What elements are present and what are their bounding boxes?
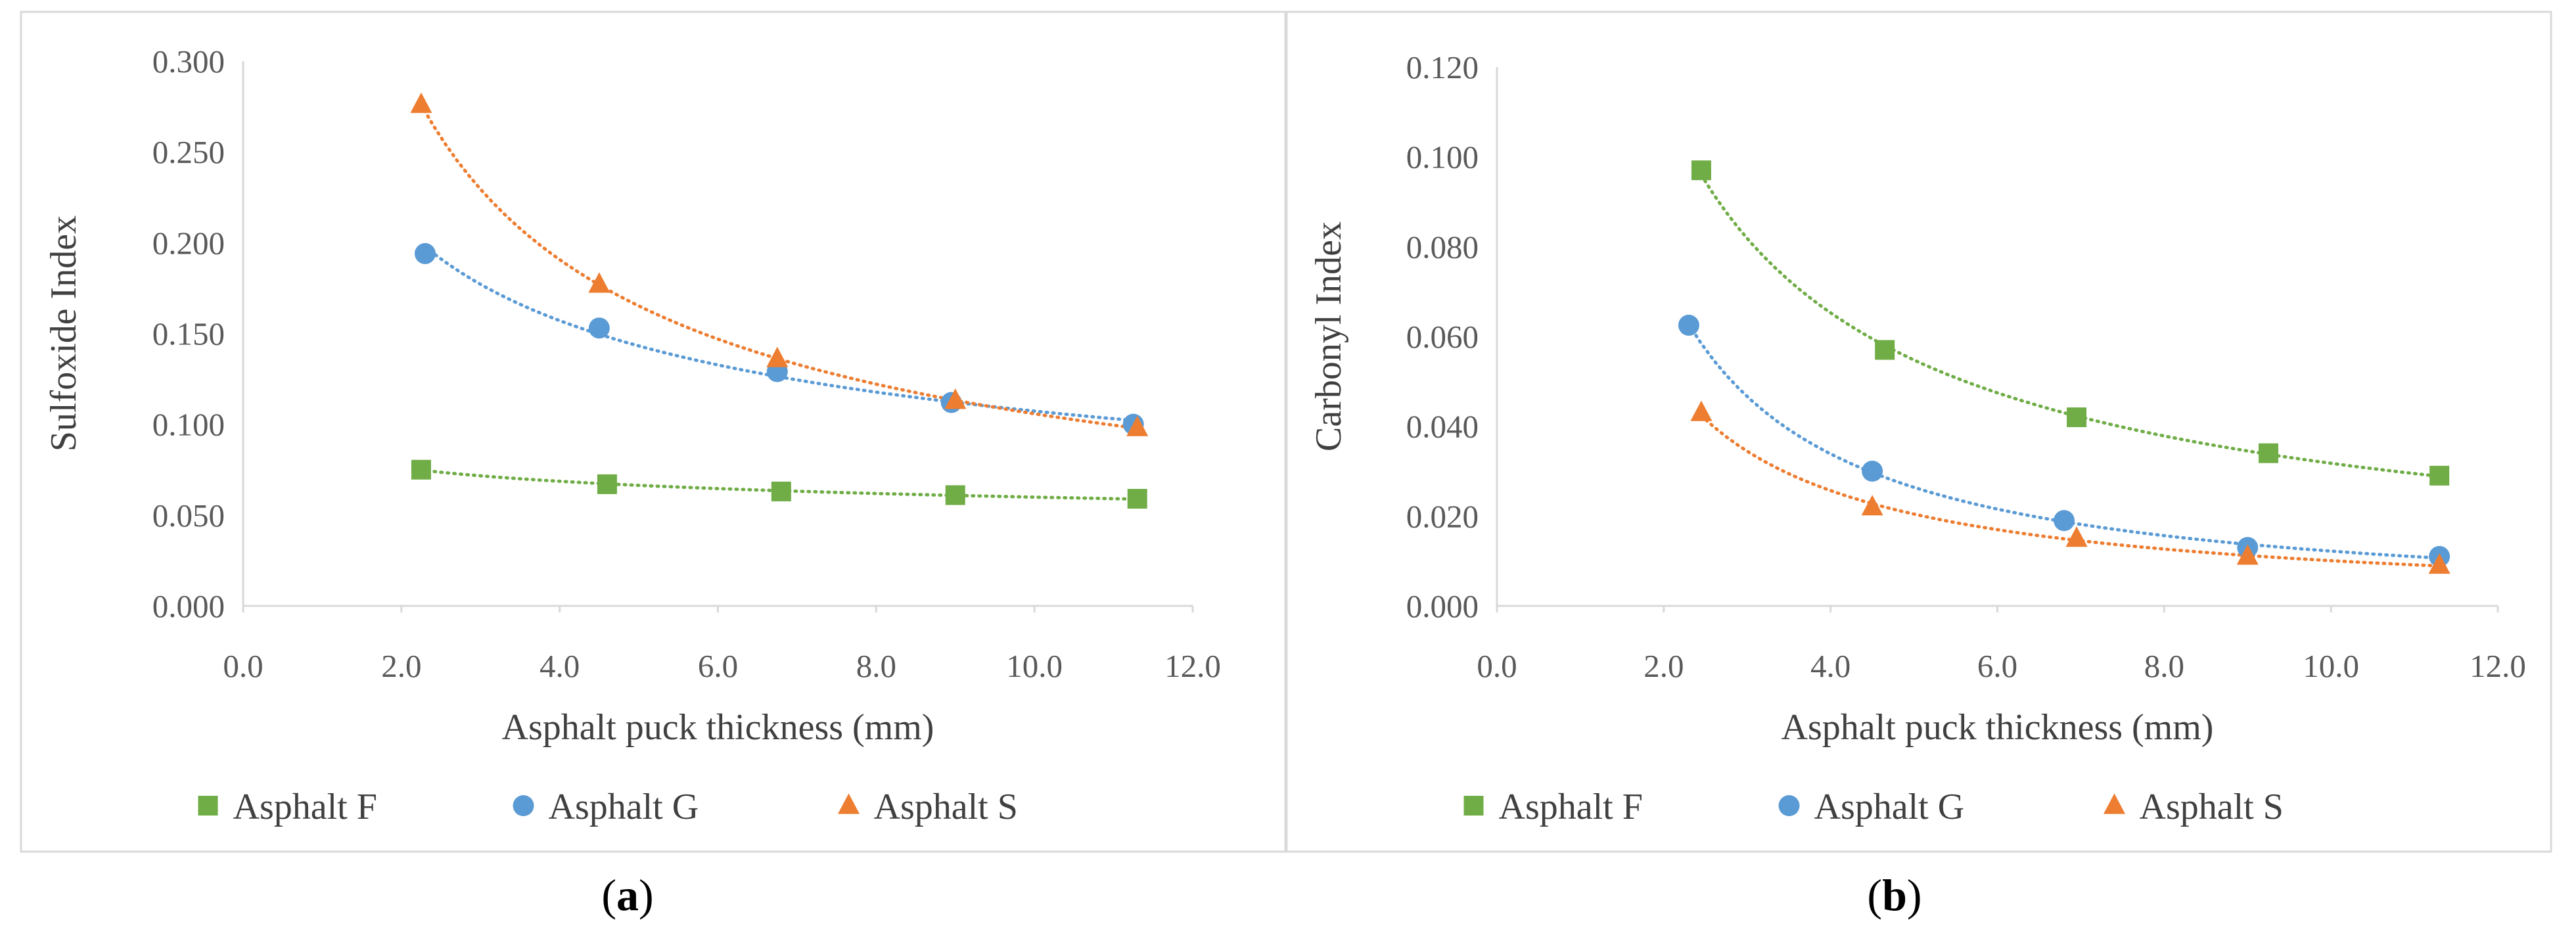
y-tick-label: 0.040 [1406, 409, 1479, 445]
y-axis-title: Carbonyl Index [1308, 221, 1349, 451]
trendline-asphalt-f [419, 468, 1139, 501]
legend-label-asphalt-f: Asphalt F [233, 787, 377, 827]
data-point-asphalt-s [766, 346, 789, 367]
legend-label-asphalt-s: Asphalt S [2140, 787, 2284, 827]
y-tick-label: 0.080 [1406, 229, 1479, 265]
legend-label-asphalt-f: Asphalt F [1499, 787, 1643, 827]
data-point-asphalt-f [2258, 443, 2278, 463]
x-tick-label: 4.0 [540, 648, 580, 684]
x-tick-label: 12.0 [1164, 648, 1221, 684]
legend-label-asphalt-s: Asphalt S [874, 787, 1018, 827]
data-point-asphalt-s [588, 272, 610, 293]
data-point-asphalt-s [1690, 400, 1713, 421]
legend-marker-asphalt-s [2104, 793, 2125, 814]
x-tick-label: 4.0 [1810, 648, 1851, 684]
data-point-asphalt-s [410, 92, 432, 113]
data-point-asphalt-f [1127, 488, 1147, 509]
y-tick-label: 0.250 [152, 134, 225, 170]
data-point-asphalt-f [945, 485, 965, 505]
x-tick-label: 10.0 [2303, 648, 2359, 684]
legend-marker-asphalt-g [513, 795, 534, 816]
data-point-asphalt-f [2429, 465, 2450, 486]
x-tick-label: 10.0 [1006, 648, 1063, 684]
y-tick-label: 0.120 [1406, 49, 1479, 85]
y-tick-label: 0.200 [152, 225, 225, 261]
x-tick-label: 8.0 [2144, 648, 2184, 684]
data-point-asphalt-g [2054, 510, 2075, 532]
x-axis-title: Asphalt puck thickness (mm) [502, 707, 934, 748]
x-axis-title: Asphalt puck thickness (mm) [1782, 707, 2214, 748]
data-point-asphalt-s [1861, 495, 1883, 516]
data-point-asphalt-g [1678, 314, 1699, 336]
x-tick-label: 6.0 [698, 648, 738, 684]
legend-marker-asphalt-f [1463, 796, 1484, 816]
data-point-asphalt-s [944, 388, 967, 409]
data-point-asphalt-f [411, 459, 431, 480]
y-tick-label: 0.100 [1406, 139, 1479, 175]
data-point-asphalt-g [588, 317, 610, 339]
data-point-asphalt-g [414, 242, 436, 264]
panel-caption: (b) [1867, 870, 1921, 920]
data-point-asphalt-s [1126, 415, 1149, 436]
panel-caption: (a) [601, 870, 653, 920]
data-point-asphalt-f [2067, 407, 2087, 427]
chart-frame [20, 11, 1287, 853]
legend-label-asphalt-g: Asphalt G [549, 787, 699, 827]
x-tick-label: 2.0 [1644, 648, 1684, 684]
data-point-asphalt-f [771, 481, 791, 501]
y-tick-label: 0.020 [1406, 498, 1479, 534]
legend-label-asphalt-g: Asphalt G [1814, 787, 1965, 827]
legend-marker-asphalt-f [198, 796, 218, 816]
data-point-asphalt-f [597, 474, 617, 494]
x-tick-label: 0.0 [223, 648, 263, 684]
y-tick-label: 0.100 [152, 407, 225, 443]
x-tick-label: 0.0 [1477, 648, 1517, 684]
x-tick-label: 12.0 [2470, 648, 2526, 684]
y-tick-label: 0.150 [152, 316, 225, 352]
legend-marker-asphalt-g [1778, 795, 1800, 816]
y-tick-label: 0.300 [152, 43, 225, 80]
y-axis-title: Sulfoxide Index [43, 216, 84, 451]
data-point-asphalt-f [1691, 160, 1711, 181]
data-point-asphalt-f [1875, 340, 1895, 360]
data-point-asphalt-s [2065, 526, 2088, 547]
chart-panel-b: 0.000 0.020 0.040 0.060 0.080 0.100 0.120 0.0 2.… [1285, 11, 2552, 853]
y-tick-label: 0.060 [1406, 319, 1479, 355]
y-tick-label: 0.000 [152, 588, 225, 624]
data-point-asphalt-g [1862, 461, 1883, 482]
x-tick-label: 6.0 [1977, 648, 2017, 684]
data-point-asphalt-s [2236, 544, 2259, 565]
data-point-asphalt-s [2428, 553, 2450, 574]
legend-marker-asphalt-s [838, 793, 860, 814]
chart-panel-a: 0.000 0.050 0.100 0.150 0.200 0.250 0.300 0.0 2.… [20, 11, 1287, 853]
x-tick-label: 8.0 [856, 648, 896, 684]
x-tick-label: 2.0 [381, 648, 421, 684]
y-tick-label: 0.050 [152, 497, 225, 534]
y-tick-label: 0.000 [1406, 588, 1479, 624]
